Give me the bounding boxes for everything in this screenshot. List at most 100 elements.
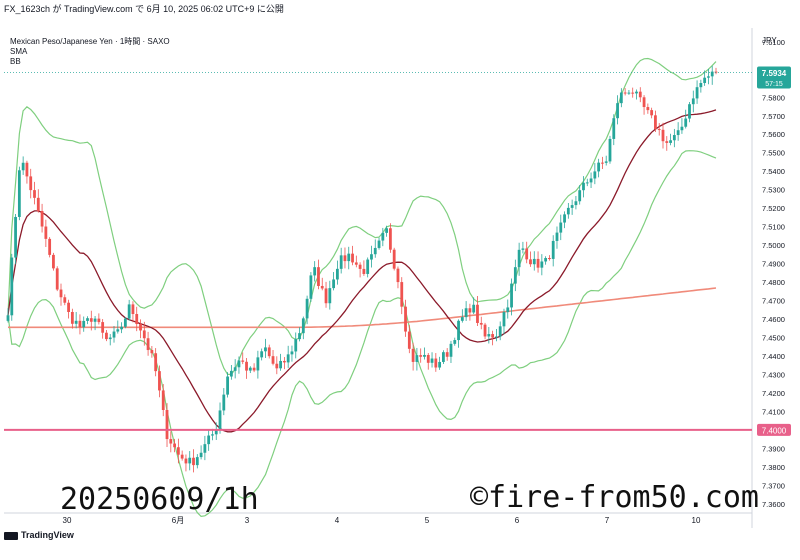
candle-body bbox=[305, 298, 309, 319]
candle-body bbox=[260, 351, 264, 358]
site-watermark: ©fire-from50.com bbox=[470, 480, 759, 515]
candle-body bbox=[298, 333, 301, 340]
candle-body bbox=[513, 267, 517, 284]
x-tick-label: 7 bbox=[605, 516, 610, 525]
candle-body bbox=[116, 329, 120, 332]
candle-body bbox=[415, 355, 419, 362]
candle-body bbox=[691, 98, 695, 105]
y-tick-label: 7.6100 bbox=[762, 38, 785, 47]
candle-body bbox=[267, 347, 271, 357]
candle-body bbox=[214, 430, 218, 435]
candle-body bbox=[680, 126, 684, 131]
candle-body bbox=[131, 304, 135, 315]
candle-body bbox=[358, 264, 362, 269]
candle-body bbox=[506, 307, 510, 313]
legend-bb[interactable]: BB bbox=[10, 57, 21, 66]
candle-body bbox=[714, 71, 718, 73]
candle-body bbox=[301, 318, 305, 334]
candle-body bbox=[407, 331, 411, 349]
candle-body bbox=[601, 162, 604, 164]
candle-body bbox=[184, 458, 188, 464]
price-levels: 7.4000 7.5934 57:15 bbox=[4, 66, 791, 436]
candle-body bbox=[207, 435, 211, 445]
candle-body bbox=[101, 322, 105, 333]
candle-body bbox=[536, 258, 540, 268]
candle-body bbox=[33, 190, 36, 198]
candle-body bbox=[642, 97, 646, 108]
candle-body bbox=[154, 353, 158, 372]
sma-short-line bbox=[7, 109, 717, 433]
candle-body bbox=[442, 352, 445, 362]
candle-body bbox=[578, 190, 582, 202]
candle-body bbox=[563, 214, 566, 223]
candle-body bbox=[55, 268, 59, 290]
candle-body bbox=[63, 297, 67, 303]
support-price-badge bbox=[757, 423, 791, 436]
candle-body bbox=[411, 348, 415, 362]
candle-body bbox=[29, 176, 33, 191]
candle-body bbox=[112, 331, 116, 338]
candle-body bbox=[294, 339, 298, 352]
candle-body bbox=[203, 444, 207, 453]
candle-body bbox=[434, 358, 438, 368]
candle-body bbox=[237, 360, 241, 368]
candle-body bbox=[245, 361, 248, 371]
candle-body bbox=[332, 279, 336, 289]
candles bbox=[6, 65, 718, 473]
candle-body bbox=[176, 447, 180, 455]
y-tick-label: 7.4900 bbox=[762, 260, 785, 269]
candle-body bbox=[25, 162, 29, 177]
candle-body bbox=[449, 343, 453, 357]
tradingview-mark-icon bbox=[4, 531, 18, 540]
candle-body bbox=[381, 232, 385, 241]
candle-body bbox=[479, 322, 483, 325]
legend-sma[interactable]: SMA bbox=[10, 47, 28, 56]
candle-body bbox=[638, 91, 642, 98]
x-tick-label: 6 bbox=[515, 516, 520, 525]
candle-body bbox=[222, 394, 226, 411]
candle-body bbox=[665, 141, 669, 143]
y-tick-label: 7.4500 bbox=[762, 333, 785, 342]
candle-body bbox=[40, 210, 44, 227]
tradingview-logo[interactable]: TradingView bbox=[4, 530, 74, 540]
candle-body bbox=[158, 371, 161, 391]
y-tick-label: 7.3700 bbox=[762, 481, 785, 490]
candle-body bbox=[646, 107, 650, 111]
candle-body bbox=[650, 110, 654, 116]
candle-body bbox=[385, 228, 389, 233]
candle-body bbox=[631, 92, 635, 94]
candle-body bbox=[669, 140, 672, 143]
x-tick-label: 3 bbox=[245, 516, 250, 525]
candle-body bbox=[464, 308, 468, 318]
tradingview-brand: TradingView bbox=[21, 530, 74, 540]
candle-body bbox=[169, 439, 173, 444]
candle-body bbox=[317, 267, 320, 286]
candle-body bbox=[566, 207, 570, 215]
candle-body bbox=[248, 367, 252, 371]
y-tick-label: 7.3800 bbox=[762, 463, 785, 472]
candle-body bbox=[423, 354, 426, 357]
candle-body bbox=[654, 115, 657, 130]
y-tick-label: 7.5000 bbox=[762, 241, 785, 250]
candle-body bbox=[211, 434, 214, 436]
candle-body bbox=[146, 338, 150, 351]
y-tick-label: 7.4600 bbox=[762, 315, 785, 324]
candle-body bbox=[256, 357, 260, 371]
legend-symbol[interactable]: Mexican Peso/Japanese Yen · 1時間 · SAXO bbox=[10, 37, 170, 46]
x-axis-ticks: 30 6月 3 4 5 6 7 10 bbox=[63, 516, 701, 525]
candle-body bbox=[93, 318, 97, 322]
candle-body bbox=[279, 360, 282, 369]
currency-label: JPY bbox=[762, 36, 777, 45]
sma-lines bbox=[7, 109, 717, 433]
candle-body bbox=[529, 259, 532, 265]
candle-body bbox=[108, 337, 112, 340]
candle-body bbox=[419, 355, 423, 357]
candle-body bbox=[570, 205, 574, 208]
candle-body bbox=[532, 258, 536, 265]
x-tick-label: 10 bbox=[692, 516, 701, 525]
last-price-label: 7.5934 bbox=[762, 69, 787, 78]
candle-body bbox=[438, 361, 442, 368]
candle-body bbox=[241, 360, 245, 362]
y-tick-label: 7.4200 bbox=[762, 389, 785, 398]
